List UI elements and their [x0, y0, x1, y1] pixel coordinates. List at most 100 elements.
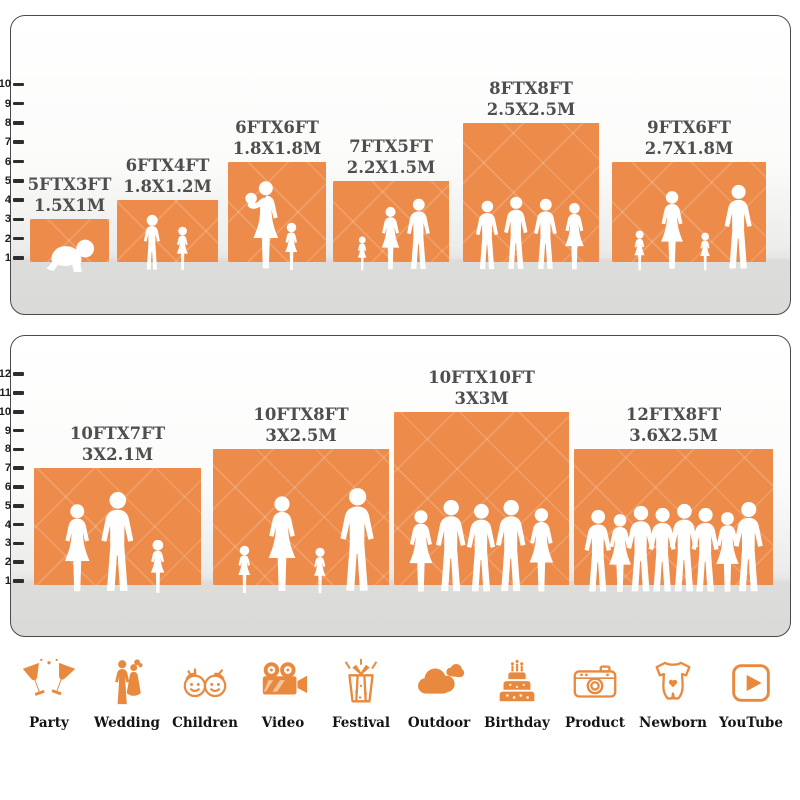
category-label: Festival — [331, 715, 391, 731]
category-newborn: Newborn — [638, 657, 708, 731]
woman-silhouette — [522, 507, 561, 595]
ruler-number: 4 — [4, 194, 11, 207]
ruler-tick — [13, 140, 24, 144]
man-silhouette — [721, 184, 756, 272]
man-silhouette — [531, 198, 561, 272]
ruler-tick — [13, 560, 24, 564]
category-label: YouTube — [719, 715, 783, 731]
category-row: Party Wedding Children Video Festival Outdoor… — [0, 657, 800, 731]
backdrop-size-ft: 12FTX8FT — [625, 405, 722, 425]
category-label: Birthday — [484, 715, 550, 731]
girl-silhouette — [630, 230, 649, 272]
ruler-number: 8 — [4, 116, 11, 129]
category-youtube: YouTube — [716, 657, 786, 731]
outdoor-icon — [413, 657, 465, 709]
woman-silhouette — [376, 206, 405, 272]
ruler-tick — [13, 447, 24, 452]
backdrop-label: 10FTX7FT 3X2.1M — [28, 423, 208, 465]
ruler-number: 6 — [4, 481, 11, 493]
backdrop-10ftx7ft — [34, 468, 201, 585]
backdrop-size-m: 2.5X2.5M — [486, 99, 576, 119]
ruler-tick — [13, 428, 24, 433]
ruler-tick — [13, 236, 24, 241]
birthday-icon — [491, 657, 543, 709]
ruler-number: 1 — [4, 252, 11, 264]
man-silhouette — [97, 491, 139, 595]
ruler-tick — [13, 256, 24, 260]
ruler-tick — [13, 198, 24, 202]
ruler-tick — [13, 82, 24, 86]
backdrop-size-ft: 7FTX5FT — [349, 136, 433, 156]
girl-silhouette — [233, 545, 256, 595]
backdrop-size-m: 1.5X1M — [33, 196, 106, 216]
backdrop-size-ft: 6FTX6FT — [235, 117, 319, 137]
man-silhouette — [730, 501, 768, 595]
ruler-number: 4 — [4, 518, 11, 531]
girl-silhouette — [172, 226, 193, 272]
party-icon — [22, 657, 76, 709]
backdrop-size-m: 2.2X1.5M — [346, 157, 436, 177]
man-silhouette — [473, 200, 502, 272]
backdrop-12ftx8ft — [574, 449, 773, 585]
man-silhouette — [336, 487, 379, 595]
ruler-number: 3 — [4, 213, 11, 226]
backdrop-6ftx4ft — [117, 200, 218, 262]
ruler-number: 9 — [4, 424, 11, 437]
category-label: Wedding — [94, 715, 160, 731]
backdrop-size-ft: 10FTX7FT — [69, 424, 166, 444]
category-label: Newborn — [639, 715, 707, 731]
ruler-number: 12 — [0, 368, 11, 381]
backdrop-label: 10FTX8FT 3X2.5M — [211, 404, 391, 446]
category-children: Children — [170, 657, 240, 731]
baby-silhouette — [44, 238, 96, 272]
youtube-icon — [725, 657, 777, 709]
ruler-number: 10 — [0, 78, 11, 91]
product-icon — [569, 657, 621, 709]
ruler-tick — [13, 101, 24, 106]
man-silhouette — [404, 198, 434, 272]
ruler-number: 5 — [4, 499, 11, 512]
backdrop-size-m: 3X3M — [454, 388, 509, 408]
category-product: Product — [560, 657, 630, 731]
woman-silhouette — [260, 495, 304, 595]
boy-silhouette — [140, 214, 164, 272]
ruler-number: 5 — [4, 174, 11, 187]
ruler-tick — [13, 541, 24, 546]
backdrop-6ftx6ft — [228, 161, 326, 262]
girl-silhouette — [354, 236, 371, 272]
backdrop-label: 6FTX6FT 1.8X1.8M — [187, 117, 367, 159]
category-label: Party — [29, 715, 69, 731]
backdrop-label: 6FTX4FT 1.8X1.2M — [78, 155, 258, 197]
ruler-tick — [13, 372, 24, 376]
ruler-number: 10 — [0, 405, 11, 418]
girl-silhouette — [280, 222, 303, 272]
ruler-tick — [13, 410, 24, 414]
backdrop-label: 7FTX5FT 2.2X1.5M — [301, 136, 481, 178]
ruler-tick — [13, 159, 24, 164]
panel-bottom: 1 2 3 4 5 6 7 8 9 10 11 12 10FTX7FT 3X2.1M 10FTX8FT 3X2… — [0, 335, 791, 637]
ruler-tick — [13, 466, 24, 470]
backdrop-size-ft: 6FTX4FT — [125, 156, 210, 176]
girl-silhouette — [145, 539, 171, 595]
category-birthday: Birthday — [482, 657, 552, 731]
backdrop-label: 12FTX8FT 3.6X2.5M — [584, 404, 764, 446]
ruler-tick — [13, 485, 24, 489]
newborn-icon — [647, 657, 699, 709]
ruler-tick — [13, 179, 24, 183]
backdrop-label: 10FTX10FT 3X3M — [392, 367, 572, 409]
wedding-icon — [101, 657, 153, 709]
ruler-number: 11 — [0, 387, 11, 399]
festival-icon — [335, 657, 387, 709]
category-festival: Festival — [326, 657, 396, 731]
backdrop-label: 9FTX6FT 2.7X1.8M — [599, 117, 779, 159]
ruler-number: 3 — [4, 537, 11, 550]
ruler-number: 7 — [4, 462, 11, 475]
woman-baby-silhouette — [241, 180, 283, 272]
category-label: Product — [565, 715, 625, 731]
backdrop-size-m: 1.8X1.2M — [123, 177, 212, 197]
backdrop-size-ft: 10FTX8FT — [253, 405, 349, 425]
ruler-number: 2 — [4, 232, 11, 245]
woman-silhouette — [654, 190, 690, 272]
backdrop-label: 5FTX3FT 1.5X1M — [0, 174, 160, 216]
